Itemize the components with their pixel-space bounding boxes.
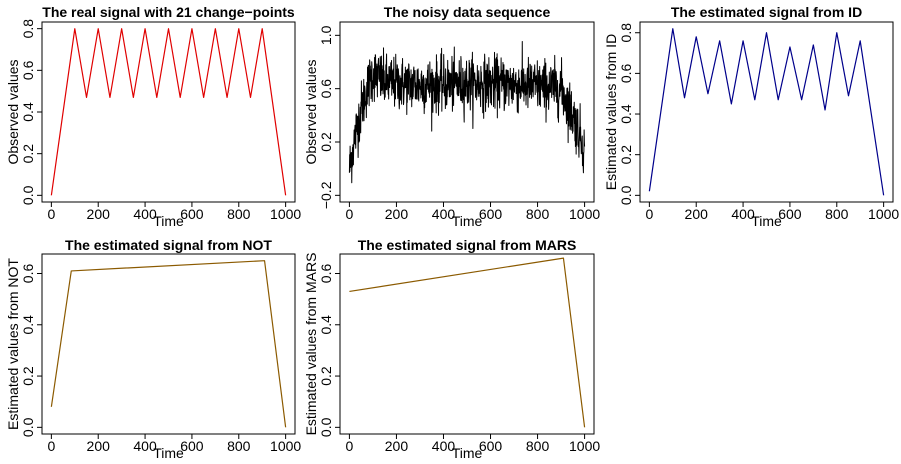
x-tick-label: 600	[180, 438, 204, 454]
plot-frame	[41, 253, 296, 435]
y-tick-label: 0.0	[20, 185, 36, 205]
y-tick-label: 0.0	[20, 417, 36, 437]
x-tick-label: 600	[778, 206, 802, 222]
x-axis-title: Time	[153, 213, 184, 229]
chart-title: The noisy data sequence	[384, 4, 551, 20]
x-tick-label: 400	[432, 438, 456, 454]
y-tick-label: 0.6	[318, 264, 334, 284]
x-tick-label: 800	[526, 206, 550, 222]
x-tick-label: 1000	[270, 438, 301, 454]
y-tick-label: 0.0	[318, 417, 334, 437]
chart-title: The estimated signal from MARS	[358, 237, 577, 253]
x-tick-label: 0	[645, 206, 653, 222]
y-axis-title: Estimated values from NOT	[5, 258, 21, 430]
chart-panel-5: The estimated signal from MARS 0 200 400 600…	[303, 237, 600, 461]
y-tick-label: 0.2	[20, 144, 36, 164]
y-tick-label: 0.4	[20, 102, 36, 122]
y-tick-label: 0.6	[20, 264, 36, 284]
y-tick-label: 0.8	[618, 23, 634, 43]
x-tick-label: 800	[227, 438, 251, 454]
y-tick-label: 0.2	[318, 366, 334, 386]
x-axis-title: Time	[751, 213, 782, 229]
y-tick-label: 1.0	[318, 25, 334, 45]
x-tick-label: 200	[685, 206, 709, 222]
y-axis-title: Estimated values from MARS	[303, 253, 319, 436]
series-line	[348, 40, 586, 184]
y-axis-title: Observed values	[5, 59, 21, 164]
x-tick-label: 400	[133, 438, 157, 454]
chart-title: The estimated signal from ID	[671, 4, 862, 20]
plot-frame	[639, 21, 894, 203]
chart-title: The estimated signal from NOT	[65, 237, 272, 253]
x-axis-title: Time	[153, 445, 184, 461]
y-tick-label: 0.6	[20, 60, 36, 80]
y-tick-label: 0.2	[618, 145, 634, 165]
plot-frame	[339, 253, 595, 435]
y-tick-label: 0.0	[618, 185, 634, 205]
x-tick-label: 1000	[569, 438, 600, 454]
chart-title: The real signal with 21 change−points	[42, 4, 295, 20]
y-tick-label: 0.6	[318, 79, 334, 99]
x-tick-label: 200	[385, 206, 409, 222]
x-tick-label: 1000	[569, 206, 600, 222]
chart-panel-3: The estimated signal from ID 0 200 400 600 80…	[603, 4, 899, 229]
x-tick-label: 400	[133, 206, 157, 222]
x-tick-label: 800	[227, 206, 251, 222]
x-tick-label: 400	[731, 206, 755, 222]
x-tick-label: 600	[479, 438, 503, 454]
series-line	[349, 257, 586, 428]
y-tick-label: −0.2	[318, 181, 334, 209]
x-tick-label: 400	[432, 206, 456, 222]
plot-frame	[339, 21, 595, 203]
chart-panel-4: The estimated signal from NOT 0 200 400 600 8…	[5, 237, 301, 461]
x-tick-label: 200	[87, 206, 111, 222]
x-tick-label: 0	[346, 206, 354, 222]
plot-frame	[41, 21, 296, 203]
series-line	[50, 28, 287, 196]
x-tick-label: 800	[526, 438, 550, 454]
y-tick-label: 0.2	[318, 132, 334, 152]
x-axis-title: Time	[452, 445, 483, 461]
x-axis-title: Time	[452, 213, 483, 229]
x-tick-label: 0	[346, 438, 354, 454]
x-tick-label: 0	[47, 206, 55, 222]
x-tick-label: 200	[87, 438, 111, 454]
y-tick-label: 0.6	[618, 63, 634, 83]
x-tick-label: 600	[180, 206, 204, 222]
chart-panel-2: The noisy data sequence 0 200 400 600 800 1000…	[303, 4, 600, 229]
chart-panel-1: The real signal with 21 change−points 0 20…	[5, 4, 301, 229]
y-tick-label: 0.4	[20, 315, 36, 335]
y-tick-label: 0.4	[618, 104, 634, 124]
x-tick-label: 600	[479, 206, 503, 222]
y-tick-label: 0.2	[20, 366, 36, 386]
x-tick-label: 800	[825, 206, 849, 222]
y-tick-label: 0.8	[20, 19, 36, 39]
series-line	[50, 260, 287, 428]
y-axis-title: Estimated values from ID	[603, 34, 619, 190]
x-tick-label: 200	[385, 438, 409, 454]
x-tick-label: 1000	[270, 206, 301, 222]
y-axis-title: Observed values	[303, 59, 319, 164]
x-tick-label: 0	[47, 438, 55, 454]
y-tick-label: 0.4	[318, 315, 334, 335]
x-tick-label: 1000	[868, 206, 899, 222]
series-line	[648, 28, 885, 196]
